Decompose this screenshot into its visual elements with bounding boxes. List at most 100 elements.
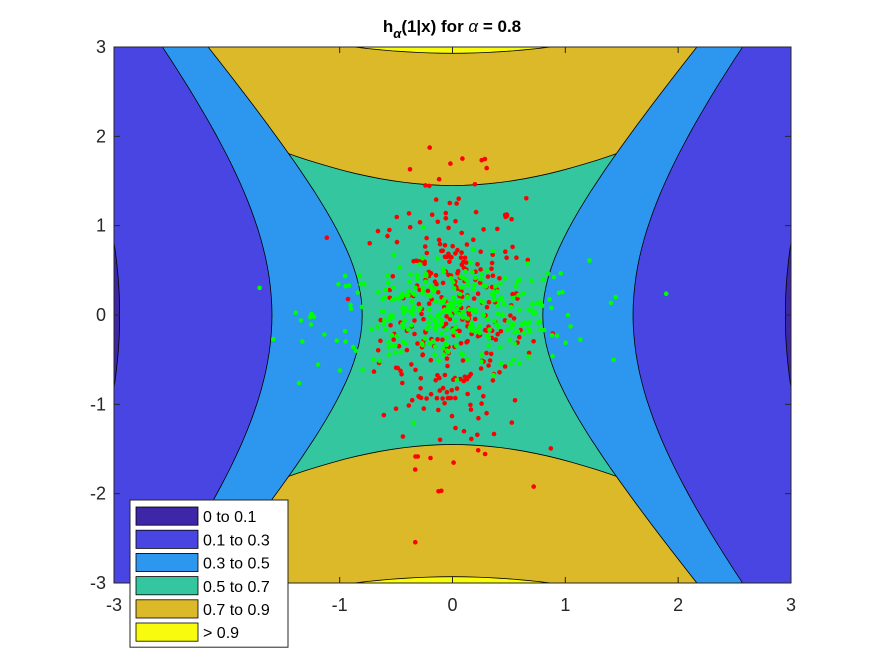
class-2-point [498,361,504,366]
class-1-point [413,367,418,373]
class-1-point [472,316,478,322]
class-1-point [486,363,491,368]
class-2-point [444,348,450,353]
class-1-point [449,254,454,260]
chart-title: hα(1|x) for α = 0.8 [383,17,521,41]
class-1-point [509,420,515,425]
class-2-point [428,314,433,319]
class-2-point [402,341,408,347]
class-2-point [444,326,449,332]
class-1-point [440,337,445,343]
class-1-point [449,413,455,419]
class-1-point [412,318,417,323]
class-1-point [440,248,446,253]
y-tick-label: 2 [96,126,106,146]
class-2-point [551,274,557,280]
class-1-point [473,209,479,215]
class-2-point [420,255,425,261]
class-1-point [412,331,417,337]
class-1-point [487,358,493,363]
class-2-point [560,289,565,295]
class-1-point [400,380,405,386]
class-1-point [509,216,514,222]
class-1-point [381,412,387,418]
class-1-point [418,386,423,391]
class-2-point [472,275,478,281]
class-1-point [400,434,406,439]
class-2-point [376,290,381,295]
class-2-point [444,335,449,340]
class-1-point [415,454,421,459]
y-tick-label: -1 [90,394,106,414]
legend-swatch [135,599,199,619]
class-2-point [389,332,395,338]
class-1-point [455,247,460,253]
class-2-point [465,282,471,288]
legend-label: 0.1 to 0.3 [203,532,270,549]
class-1-point [469,436,474,442]
class-2-point [433,299,438,304]
class-2-point [409,322,414,328]
class-2-point [336,282,341,287]
class-2-point [611,357,616,363]
class-2-point [440,346,446,351]
class-1-point [458,341,464,346]
class-1-point [378,317,384,323]
class-1-point [478,267,483,272]
class-1-point [378,338,383,344]
class-1-point [425,288,431,294]
class-2-point [494,322,500,327]
class-2-point [322,332,327,337]
class-2-point [498,281,503,287]
class-2-point [517,361,522,366]
legend-label: 0 to 0.1 [203,509,256,526]
x-tick-label: 0 [447,595,457,615]
class-2-point [457,291,463,297]
region-0-0.1-left [114,240,121,390]
class-2-point [402,305,408,311]
class-2-point [394,334,399,339]
class-2-point [411,420,417,426]
class-2-point [491,372,496,378]
class-1-point [484,350,489,356]
class-1-point [409,397,415,403]
class-1-point [514,255,519,260]
class-1-point [417,220,423,225]
class-2-point [400,324,406,330]
class-2-point [383,287,389,292]
class-2-point [423,279,428,285]
class-2-point [464,294,470,300]
class-1-point [419,311,424,317]
class-2-point [527,329,533,335]
class-2-point [388,314,393,319]
class-1-point [406,211,412,216]
class-1-point [409,362,414,367]
class-1-point [436,237,442,243]
region-0.1-0.3-right [632,47,791,583]
class-2-point [433,322,439,328]
class-2-point [498,345,503,350]
y-tick-label: 0 [96,305,106,325]
class-1-point [394,214,400,220]
class-2-point [362,281,367,287]
class-1-point [502,212,508,218]
class-1-point [436,176,442,182]
class-1-point [491,431,497,437]
class-1-point [440,385,446,391]
class-1-point [404,347,410,353]
class-1-point [420,352,426,357]
class-2-point [441,352,447,358]
class-2-point [436,358,441,363]
class-2-point [257,285,262,291]
class-1-point [424,235,429,241]
class-2-point [483,284,489,289]
x-tick-label: 2 [673,595,683,615]
class-1-point [387,227,392,233]
class-2-point [422,336,428,341]
class-2-point [558,271,564,276]
class-1-point [481,393,486,399]
class-2-point [500,312,505,317]
class-2-point [408,272,413,277]
